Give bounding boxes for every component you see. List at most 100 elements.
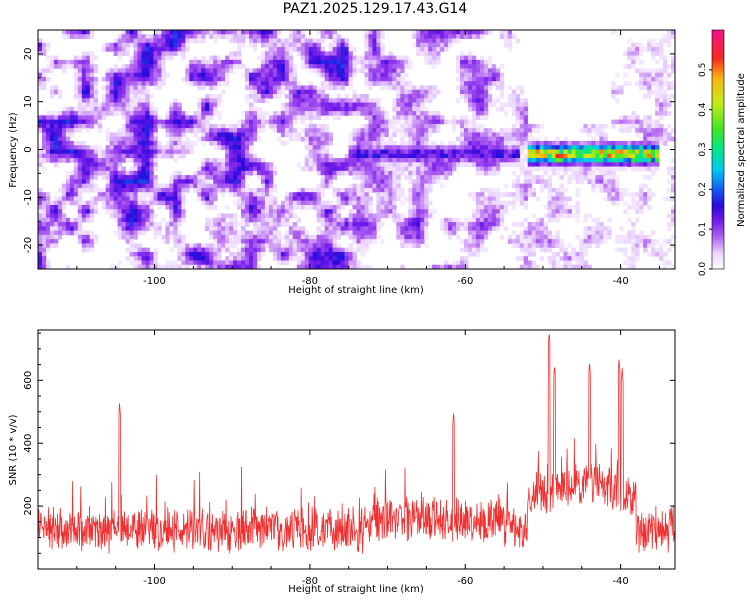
heatmap-cell (368, 72, 373, 78)
heatmap-cell (356, 132, 361, 138)
heatmap-cell (145, 200, 150, 206)
heatmap-cell (300, 128, 306, 133)
heatmap-cell (113, 89, 119, 95)
heatmap-cell (45, 234, 51, 240)
heatmap-cell (181, 47, 186, 52)
heatmap-cell (647, 119, 652, 125)
heatmap-cell (428, 213, 433, 219)
heatmap-cell (129, 230, 134, 236)
heatmap-cell (563, 136, 568, 142)
heatmap-cell (252, 196, 258, 202)
heatmap-cell (475, 222, 481, 227)
heatmap-cell (45, 128, 51, 133)
heatmap-cell (177, 128, 182, 133)
heatmap-cell (324, 123, 330, 129)
heatmap-cell (249, 42, 254, 48)
heatmap-cell (523, 123, 529, 129)
heatmap-cell (396, 230, 401, 236)
heatmap-cell (276, 123, 282, 129)
heatmap-cell (440, 47, 445, 52)
heatmap-cell (511, 140, 517, 146)
heatmap-cell (671, 85, 676, 91)
heatmap-cell (547, 217, 552, 223)
heatmap-cell (364, 192, 369, 197)
heatmap-cell (153, 38, 158, 44)
heatmap-cell (133, 213, 138, 219)
heatmap-cell (392, 145, 397, 150)
heatmap-cell (400, 132, 405, 138)
heatmap-cell (316, 98, 322, 103)
heatmap-cell (221, 72, 226, 78)
heatmap-cell (495, 166, 501, 172)
heatmap-cell (241, 192, 246, 197)
heatmap-cell (623, 72, 628, 78)
heatmap-cell (85, 170, 91, 176)
heatmap-cell (141, 166, 146, 172)
heatmap-cell (41, 128, 47, 133)
heatmap-cell (599, 162, 604, 167)
heatmap-cell (416, 42, 421, 48)
heatmap-cell (165, 119, 170, 125)
heatmap-cell (404, 230, 409, 236)
heatmap-cell (280, 128, 286, 133)
heatmap-cell (173, 179, 178, 185)
heatmap-cell (233, 136, 238, 142)
heatmap-cell (599, 239, 604, 244)
heatmap-cell (479, 115, 485, 121)
heatmap-cell (340, 217, 345, 223)
heatmap-cell (479, 64, 485, 69)
heatmap-cell (105, 106, 111, 112)
heatmap-cell (651, 149, 656, 155)
heatmap-cell (380, 222, 385, 227)
heatmap-cell (241, 111, 246, 116)
heatmap-cell (392, 192, 397, 197)
heatmap-cell (603, 187, 608, 193)
heatmap-cell (129, 132, 134, 138)
heatmap-cell (165, 183, 170, 189)
heatmap-cell (368, 213, 373, 219)
heatmap-cell (340, 158, 345, 163)
heatmap-cell (591, 149, 596, 155)
heatmap-cell (145, 89, 150, 95)
heatmap-cell (463, 132, 469, 138)
heatmap-cell (523, 102, 529, 108)
heatmap-cell (416, 170, 421, 176)
heatmap-cell (535, 145, 541, 150)
heatmap-cell (336, 115, 341, 121)
heatmap-cell (456, 98, 461, 103)
heatmap-cell (627, 123, 632, 129)
heatmap-cell (141, 192, 146, 197)
heatmap-cell (173, 213, 178, 219)
heatmap-cell (201, 64, 206, 69)
heatmap-cell (659, 51, 664, 57)
heatmap-cell (125, 64, 130, 69)
heatmap-cell (304, 136, 310, 142)
heatmap-cell (225, 72, 230, 78)
heatmap-cell (412, 145, 417, 150)
heatmap-cell (77, 94, 83, 99)
heatmap-cell (129, 111, 134, 116)
heatmap-cell (424, 106, 429, 112)
heatmap-cell (129, 106, 134, 112)
heatmap-cell (57, 115, 63, 121)
heatmap-cell (559, 183, 564, 189)
heatmap-cell (400, 128, 405, 133)
heatmap-cell (408, 106, 413, 112)
heatmap-cell (655, 81, 660, 86)
heatmap-cell (523, 217, 529, 223)
heatmap-cell (424, 153, 429, 159)
heatmap-cell (328, 59, 334, 65)
heatmap-cell (651, 230, 656, 236)
heatmap-cell (491, 170, 497, 176)
heatmap-cell (667, 34, 672, 39)
heatmap-cell (647, 149, 652, 155)
heatmap-cell (372, 47, 377, 52)
heatmap-cell (511, 106, 517, 112)
heatmap-cell (288, 89, 294, 95)
heatmap-cell (153, 145, 158, 150)
heatmap-cell (205, 243, 210, 249)
heatmap-cell (352, 106, 357, 112)
heatmap-cell (320, 111, 326, 116)
heatmap-cell (73, 170, 79, 176)
heatmap-cell (185, 64, 190, 69)
